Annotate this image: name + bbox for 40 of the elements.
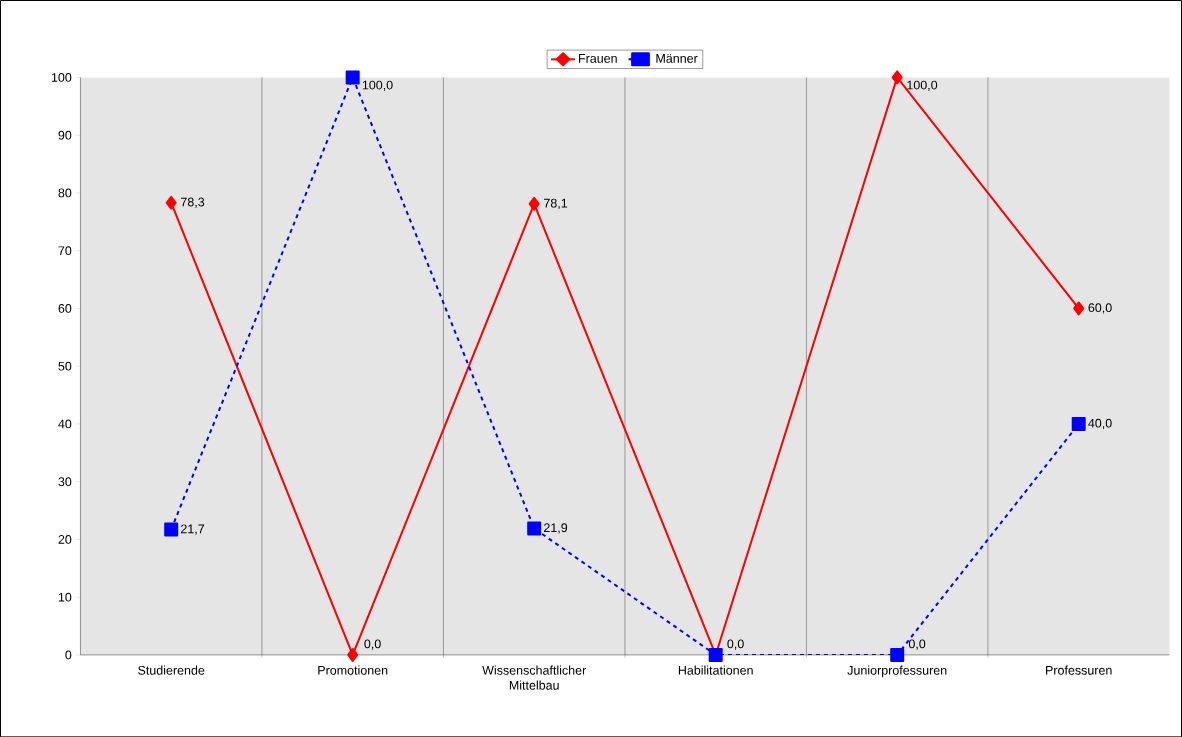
x-tick-label: Juniorprofessuren bbox=[847, 665, 947, 678]
legend-label: Frauen bbox=[579, 53, 617, 63]
point bbox=[891, 70, 903, 85]
point bbox=[890, 647, 905, 662]
x-tick-label: Habilitationen bbox=[678, 665, 753, 675]
legend-label: Männer bbox=[656, 53, 698, 63]
data-label: 78,3 bbox=[181, 197, 205, 208]
point bbox=[165, 195, 177, 210]
data-label: 21,7 bbox=[181, 524, 205, 535]
y-tick-label: 0 bbox=[65, 650, 72, 660]
point bbox=[1073, 301, 1085, 316]
x-tick-label: Promotionen bbox=[318, 665, 388, 675]
point bbox=[527, 521, 542, 536]
y-tick-label: 40 bbox=[58, 419, 72, 429]
point bbox=[347, 647, 359, 662]
y-tick-label: 70 bbox=[58, 246, 72, 255]
data-label: 0,0 bbox=[908, 639, 926, 650]
y-tick-label: 20 bbox=[58, 534, 72, 544]
y-tick-label: 90 bbox=[58, 130, 72, 140]
y-tick-label: 100 bbox=[51, 72, 72, 82]
y-tick-label: 50 bbox=[58, 361, 72, 371]
point bbox=[345, 70, 360, 85]
y-tick-label: 10 bbox=[58, 592, 72, 602]
point bbox=[164, 522, 179, 537]
y-tick-label: 30 bbox=[58, 477, 72, 486]
x-tick-label: Wissenschaftlicher Mittelbau bbox=[482, 665, 587, 690]
point bbox=[1071, 416, 1086, 431]
data-label: 100,0 bbox=[907, 80, 938, 91]
y-tick-label: 60 bbox=[58, 303, 72, 313]
y-tick-label: 80 bbox=[58, 188, 72, 198]
data-label: 40,0 bbox=[1088, 418, 1112, 429]
data-label: 0,0 bbox=[364, 639, 381, 650]
data-label: 100,0 bbox=[362, 80, 393, 91]
data-label: 60,0 bbox=[1088, 303, 1112, 314]
x-tick-label: Professuren bbox=[1046, 665, 1112, 675]
data-label: 0,0 bbox=[727, 639, 744, 650]
data-label: 78,1 bbox=[544, 198, 568, 209]
data-label: 21,9 bbox=[544, 523, 568, 534]
point bbox=[528, 196, 540, 211]
x-tick-label: Studierende bbox=[138, 665, 205, 675]
